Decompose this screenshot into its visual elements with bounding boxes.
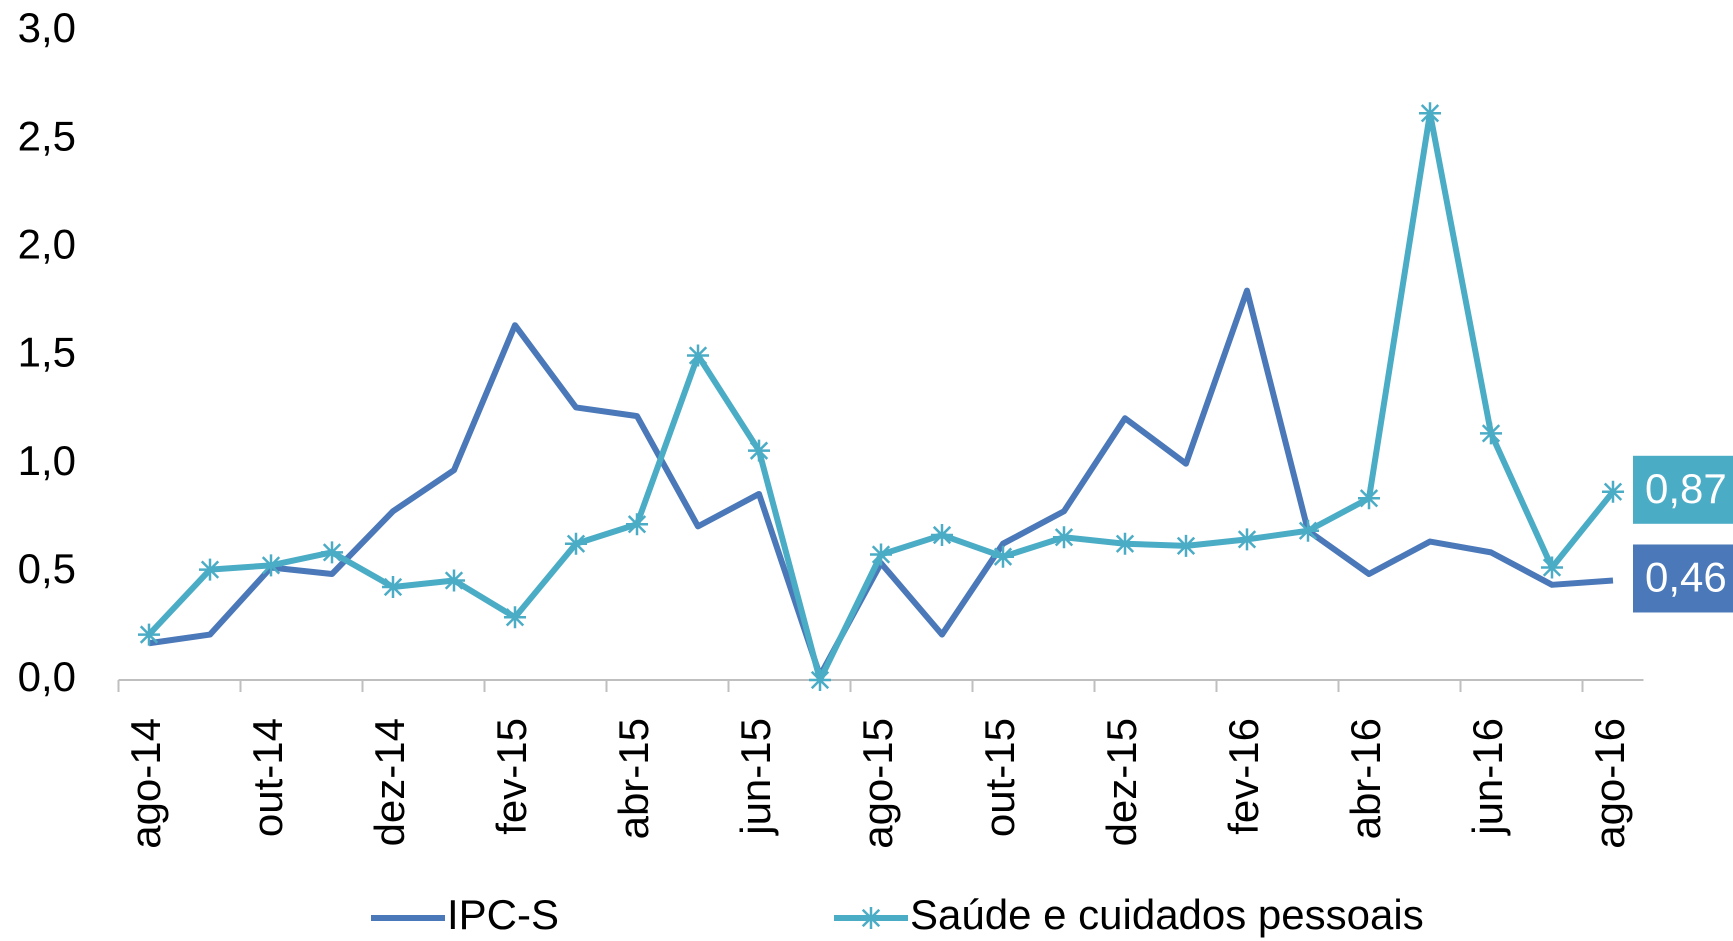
x-tick-label: ago-16 [1586, 718, 1633, 849]
legend-label: IPC-S [447, 891, 559, 938]
x-tick-label: jun-15 [732, 718, 779, 837]
series [138, 102, 1624, 691]
marker [382, 575, 404, 598]
x-tick-label: out-14 [244, 718, 291, 837]
y-tick-label: 2,5 [18, 112, 76, 159]
marker [1114, 532, 1136, 555]
marker [1419, 102, 1441, 125]
y-tick-label: 0,0 [18, 653, 76, 700]
x-tick-label: abr-16 [1342, 718, 1389, 839]
line [146, 110, 1616, 683]
marker [992, 545, 1014, 568]
marker [260, 554, 282, 577]
marker [1541, 556, 1563, 579]
x-tick-label: out-15 [976, 718, 1023, 837]
marker [931, 524, 953, 547]
y-tick-label: 1,0 [18, 437, 76, 484]
value-label-box [1633, 544, 1733, 613]
value-label: 0,87 [1645, 465, 1727, 512]
y-tick-label: 2,0 [18, 220, 76, 267]
marker [1175, 534, 1197, 557]
marker [504, 606, 526, 629]
legend-marker [860, 907, 882, 929]
marker [565, 532, 587, 555]
marker [1236, 528, 1258, 551]
x-tick-label: fev-16 [1220, 718, 1267, 835]
marker [626, 513, 648, 536]
marker [748, 439, 770, 462]
y-tick-label: 0,5 [18, 545, 76, 592]
value-label-box [1633, 455, 1733, 524]
marker [199, 558, 221, 581]
marker [1480, 422, 1502, 445]
value-label: 0,46 [1645, 554, 1727, 601]
marker [1053, 526, 1075, 549]
marker [687, 344, 709, 367]
x-tick-label: abr-15 [610, 718, 657, 839]
marker [321, 541, 343, 564]
marker [443, 569, 465, 592]
legend-label: Saúde e cuidados pessoais [910, 891, 1424, 938]
y-tick-label: 1,5 [18, 329, 76, 376]
x-tick-label: dez-15 [1098, 718, 1145, 846]
x-tick-label: jun-16 [1464, 718, 1511, 837]
marker [1358, 487, 1380, 510]
x-tick-label: ago-15 [854, 718, 901, 849]
y-tick-label: 3,0 [18, 4, 76, 51]
marker [809, 669, 831, 691]
x-tick-label: dez-14 [366, 718, 413, 846]
x-tick-label: fev-15 [488, 718, 535, 835]
marker [870, 543, 892, 566]
marker [138, 623, 160, 646]
x-tick-label: ago-14 [122, 718, 169, 849]
marker [1297, 519, 1319, 542]
marker [1602, 480, 1624, 503]
